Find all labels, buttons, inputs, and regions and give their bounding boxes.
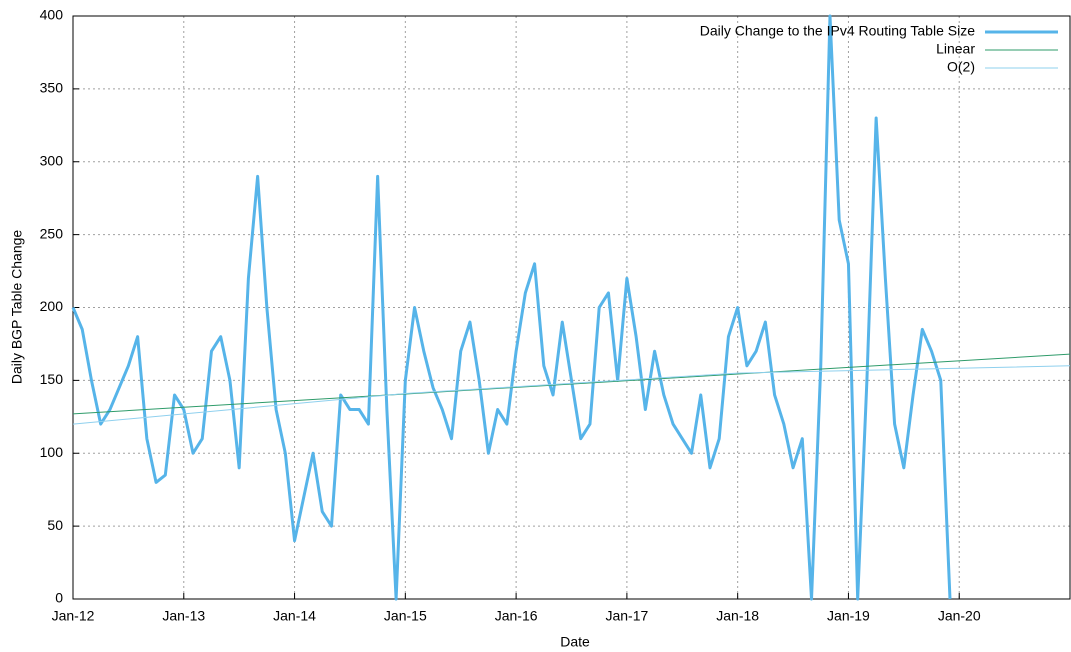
x-tick-label: Jan-19: [827, 608, 870, 624]
x-axis-label: Date: [560, 634, 590, 650]
plot-frame: [72, 15, 1071, 600]
x-tick-label: Jan-16: [495, 608, 538, 624]
y-tick-label: 150: [40, 371, 64, 387]
x-tick-label: Jan-20: [938, 608, 981, 624]
x-tick-label: Jan-18: [716, 608, 759, 624]
y-tick-label: 350: [40, 80, 64, 96]
series-line: [72, 365, 1071, 425]
y-tick-label: 0: [55, 590, 63, 606]
y-tick-label: 100: [40, 444, 64, 460]
legend-label: Daily Change to the IPv4 Routing Table S…: [700, 23, 975, 39]
legend-label: Linear: [936, 41, 975, 57]
x-tick-label: Jan-13: [162, 608, 205, 624]
y-tick-label: 250: [40, 225, 64, 241]
y-axis-label: Daily BGP Table Change: [9, 230, 25, 385]
x-tick-label: Jan-15: [384, 608, 427, 624]
series-line: [72, 353, 1071, 415]
y-tick-label: 50: [47, 517, 63, 533]
x-tick-label: Jan-14: [273, 608, 316, 624]
y-tick-label: 200: [40, 298, 64, 314]
y-tick-label: 300: [40, 152, 64, 168]
x-tick-label: Jan-12: [52, 608, 95, 624]
legend-label: O(2): [947, 59, 975, 75]
x-tick-label: Jan-17: [605, 608, 648, 624]
y-tick-label: 400: [40, 7, 64, 23]
